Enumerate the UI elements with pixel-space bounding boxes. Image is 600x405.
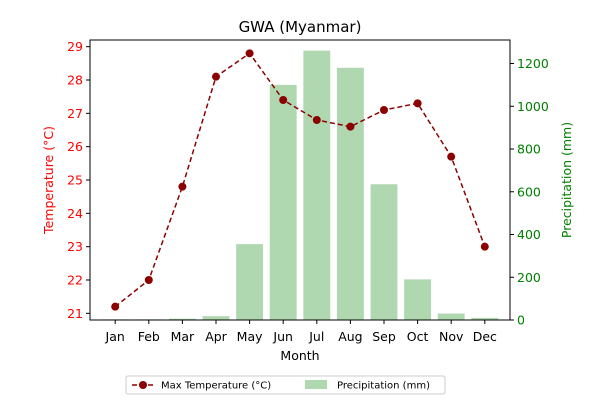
precipitation-bar: [404, 279, 432, 320]
legend-marker-swatch: [139, 381, 147, 389]
temperature-point: [346, 122, 355, 131]
legend-label-precipitation: Precipitation (mm): [337, 381, 430, 392]
legend-box: [125, 375, 446, 395]
right-tick-label: 800: [517, 142, 541, 157]
left-tick-label: 26: [67, 139, 83, 154]
precipitation-bar: [370, 184, 398, 320]
legend: Max Temperature (°C) Precipitation (mm): [125, 375, 446, 395]
temperature-point: [111, 302, 120, 311]
temperature-point: [380, 106, 388, 114]
temperature-point: [212, 72, 220, 81]
x-tick-label: Jan: [105, 329, 125, 344]
x-tick-label: Apr: [205, 329, 227, 344]
legend-bar-swatch: [305, 380, 327, 389]
left-tick-label: 25: [67, 173, 83, 188]
left-tick-label: 29: [67, 39, 83, 54]
left-tick-label: 27: [67, 106, 83, 121]
precipitation-bar: [269, 84, 297, 320]
right-tick-label: 1000: [517, 99, 549, 114]
x-tick-label: Jun: [272, 329, 293, 344]
plot-frame: [89, 39, 511, 321]
temperature-point: [279, 96, 288, 104]
x-tick-label: May: [237, 329, 263, 344]
precipitation-bar: [236, 244, 264, 320]
x-tick-label: Aug: [338, 329, 362, 344]
chart-title: GWA (Myanmar): [239, 18, 362, 36]
precipitation-bars: [101, 50, 499, 321]
x-tick-label: Sep: [372, 329, 396, 344]
right-axis-label: Precipitation (mm): [559, 122, 574, 238]
temperature-point: [480, 242, 489, 251]
precipitation-bar: [168, 318, 196, 320]
right-tick-label: 200: [517, 270, 541, 285]
temperature-point: [178, 182, 187, 191]
right-tick-label: 600: [517, 184, 541, 199]
temperature-point: [447, 152, 456, 161]
x-axis: Jan Feb Mar Apr May Jun Jul Aug Sep Oct Nov Dec: [105, 320, 497, 344]
x-axis-label: Month: [280, 348, 319, 363]
right-tick-label: 0: [517, 313, 525, 328]
right-tick-label: 400: [517, 227, 541, 242]
temperature-point: [245, 49, 254, 58]
temperature-point: [312, 116, 321, 124]
temperature-point: [413, 99, 422, 108]
precipitation-bar: [471, 317, 499, 320]
right-y-axis: 0 200 400 600 800 1000 1200: [510, 56, 549, 328]
left-axis-label: Temperature (°C): [41, 126, 56, 235]
precipitation-bar: [303, 50, 331, 321]
x-tick-label: Feb: [138, 329, 160, 344]
precipitation-bar: [336, 67, 364, 321]
legend-label-temperature: Max Temperature (°C): [161, 381, 271, 392]
temperature-point: [144, 276, 153, 284]
precipitation-bar: [202, 316, 230, 320]
left-tick-label: 28: [67, 73, 83, 88]
temperature-line: [114, 52, 486, 308]
x-tick-label: Mar: [171, 329, 195, 344]
left-tick-label: 23: [67, 239, 83, 254]
x-tick-label: Oct: [407, 329, 429, 344]
x-tick-label: Jul: [308, 329, 324, 344]
x-tick-label: Dec: [473, 329, 497, 344]
left-tick-label: 22: [67, 273, 83, 288]
left-y-axis: 21 22 23 24 25 26 27 28 29: [67, 39, 90, 321]
x-tick-label: Nov: [439, 329, 464, 344]
left-tick-label: 21: [67, 306, 83, 321]
left-tick-label: 24: [67, 206, 83, 221]
right-tick-label: 1200: [517, 56, 549, 71]
temperature-line-layer: [111, 49, 489, 311]
precipitation-bar: [437, 313, 465, 320]
